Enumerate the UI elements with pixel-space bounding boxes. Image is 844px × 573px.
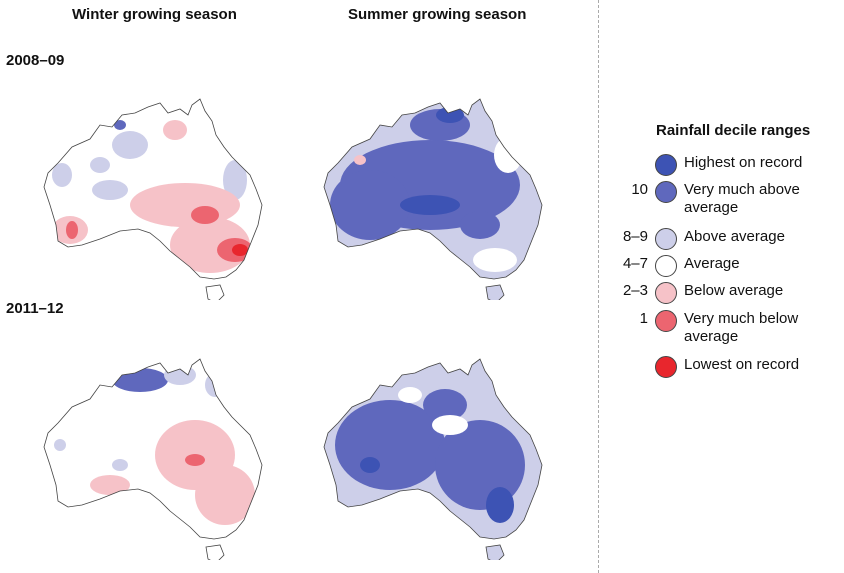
legend-code: 2–3 xyxy=(622,282,648,299)
legend-swatch-above xyxy=(655,228,677,250)
legend-code: 10 xyxy=(631,181,648,198)
legend-code: 1 xyxy=(639,310,648,327)
legend-swatch-average xyxy=(655,255,677,277)
legend-label: Average xyxy=(684,255,740,272)
column-title-summer: Summer growing season xyxy=(348,6,527,23)
legend-swatch-below xyxy=(655,282,677,304)
legend-swatch-highest xyxy=(655,154,677,176)
map-summer-2008-09 xyxy=(323,98,543,300)
column-title-winter: Winter growing season xyxy=(72,6,237,23)
map-winter-2011-12 xyxy=(43,358,263,560)
legend-label: Very much below average xyxy=(684,310,799,345)
legend-label: Lowest on record xyxy=(684,356,800,373)
legend-code: 8–9 xyxy=(622,228,648,245)
legend-title: Rainfall decile ranges xyxy=(656,122,811,139)
legend-label: Above average xyxy=(684,228,785,245)
legend-swatch-very-much-below xyxy=(655,310,677,332)
legend-code: 4–7 xyxy=(622,255,648,272)
legend-swatch-lowest xyxy=(655,356,677,378)
legend-label: Below average xyxy=(684,282,784,299)
row-label-2008-09: 2008–09 xyxy=(6,52,65,69)
divider xyxy=(598,0,599,573)
legend-label: Highest on record xyxy=(684,154,803,171)
map-summer-2011-12 xyxy=(323,358,543,560)
map-winter-2008-09 xyxy=(43,98,263,300)
legend-label: Very much above average xyxy=(684,181,800,216)
row-label-2011-12: 2011–12 xyxy=(6,300,64,317)
legend-swatch-very-much-above xyxy=(655,181,677,203)
